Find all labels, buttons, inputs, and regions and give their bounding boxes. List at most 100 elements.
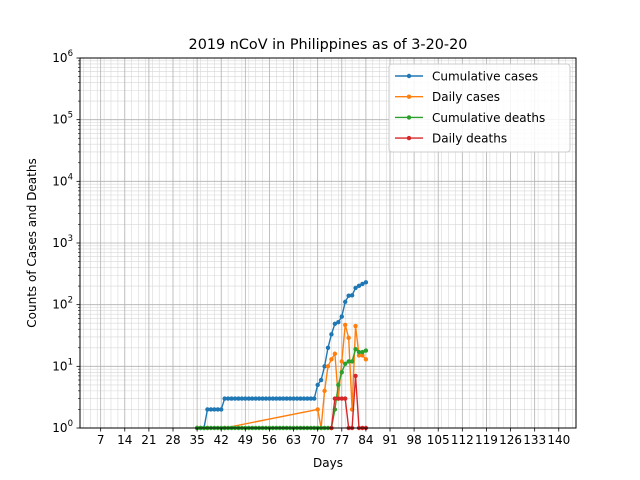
- data-point: [346, 335, 351, 341]
- data-point: [343, 322, 348, 328]
- data-point: [308, 396, 313, 401]
- data-point: [349, 359, 355, 364]
- legend-marker: [406, 73, 412, 79]
- x-tick-label: 119: [475, 433, 498, 447]
- legend-item: Cumulative deaths: [395, 111, 545, 125]
- data-point: [208, 407, 214, 412]
- data-point: [315, 407, 320, 412]
- data-point: [343, 361, 348, 366]
- y-tick-exponent: 3: [68, 234, 73, 244]
- data-point: [260, 396, 265, 401]
- data-point: [363, 348, 369, 353]
- y-tick-label: 105: [52, 111, 73, 127]
- y-tick-label: 104: [52, 172, 73, 188]
- legend-item: Cumulative cases: [395, 70, 538, 84]
- data-point: [363, 280, 369, 285]
- data-point: [356, 349, 362, 355]
- data-point: [305, 396, 310, 401]
- data-point: [356, 283, 362, 289]
- y-tick-exponent: 4: [68, 172, 73, 182]
- data-point: [236, 396, 241, 401]
- data-point: [287, 396, 293, 401]
- data-point: [346, 359, 351, 364]
- data-point: [263, 396, 269, 401]
- data-point: [243, 396, 248, 401]
- data-point: [277, 396, 282, 401]
- series-line: [197, 281, 367, 429]
- data-point: [339, 359, 344, 364]
- data-point: [232, 396, 238, 401]
- data-point: [353, 373, 358, 379]
- x-tick-label: 126: [499, 433, 522, 447]
- x-tick-label: 77: [334, 433, 349, 447]
- data-point: [284, 396, 289, 401]
- data-point: [315, 382, 320, 388]
- data-point: [322, 364, 327, 369]
- x-tick-label: 140: [547, 433, 570, 447]
- legend-label: Cumulative cases: [432, 70, 538, 84]
- data-point: [239, 396, 245, 401]
- x-tick-label: 91: [382, 433, 397, 447]
- y-axis-label: Counts of Cases and Deaths: [25, 158, 39, 327]
- y-tick-base: 10: [52, 298, 67, 312]
- y-tick-label: 103: [52, 234, 73, 250]
- legend-marker: [406, 115, 412, 120]
- data-point: [325, 364, 331, 369]
- y-tick-label: 100: [52, 419, 73, 435]
- y-tick-label: 102: [52, 296, 73, 312]
- x-tick-label: 42: [214, 433, 229, 447]
- data-point: [301, 396, 307, 401]
- y-tick-base: 10: [52, 359, 67, 373]
- data-point: [336, 396, 341, 401]
- data-point: [246, 396, 251, 401]
- data-point: [353, 285, 358, 291]
- data-point: [298, 396, 303, 401]
- data-point: [229, 396, 234, 401]
- data-point: [291, 396, 296, 401]
- y-tick-exponent: 5: [68, 111, 73, 121]
- data-point: [267, 396, 272, 401]
- legend: Cumulative cases Daily cases Cumulative de…: [388, 63, 571, 153]
- data-point: [322, 388, 327, 394]
- y-tick-label: 106: [52, 49, 73, 65]
- data-point: [205, 407, 210, 412]
- x-tick-label: 70: [310, 433, 325, 447]
- data-point: [339, 370, 344, 375]
- legend-label: Cumulative deaths: [432, 111, 545, 125]
- x-tick-label: 105: [427, 433, 450, 447]
- legend-box: [388, 63, 571, 153]
- y-tick-label: 101: [52, 357, 73, 373]
- data-point: [343, 396, 348, 401]
- data-point: [281, 396, 286, 401]
- data-point: [332, 321, 338, 326]
- x-tick-label: 35: [189, 433, 204, 447]
- data-point: [339, 396, 344, 401]
- data-point: [343, 299, 348, 305]
- data-point: [360, 281, 365, 287]
- x-tick-label: 84: [358, 433, 373, 447]
- data-point: [332, 351, 338, 356]
- data-point: [325, 345, 331, 350]
- x-tick-label: 7: [97, 433, 105, 447]
- series-line: [197, 324, 367, 429]
- data-point: [250, 396, 255, 401]
- data-point: [225, 396, 231, 401]
- x-tick-label: 63: [286, 433, 301, 447]
- data-point: [215, 407, 220, 412]
- data-point: [360, 349, 365, 355]
- x-tick-label: 21: [141, 433, 156, 447]
- legend-label: Daily cases: [432, 90, 500, 104]
- x-tick-label: 98: [406, 433, 421, 447]
- data-point: [363, 357, 369, 362]
- data-point: [349, 293, 355, 298]
- data-point: [339, 314, 344, 319]
- y-tick-exponent: 2: [68, 296, 73, 306]
- data-point: [353, 346, 358, 352]
- legend-item: Daily cases: [395, 90, 500, 104]
- data-point: [312, 396, 317, 401]
- data-point: [270, 396, 276, 401]
- data-point: [212, 407, 217, 412]
- series-3: [329, 373, 369, 431]
- y-tick-base: 10: [52, 174, 67, 188]
- x-axis: 7 14 21 28 35 42 49 56 63 70 77 84 91 98 105 112 119 126 1…: [97, 428, 570, 447]
